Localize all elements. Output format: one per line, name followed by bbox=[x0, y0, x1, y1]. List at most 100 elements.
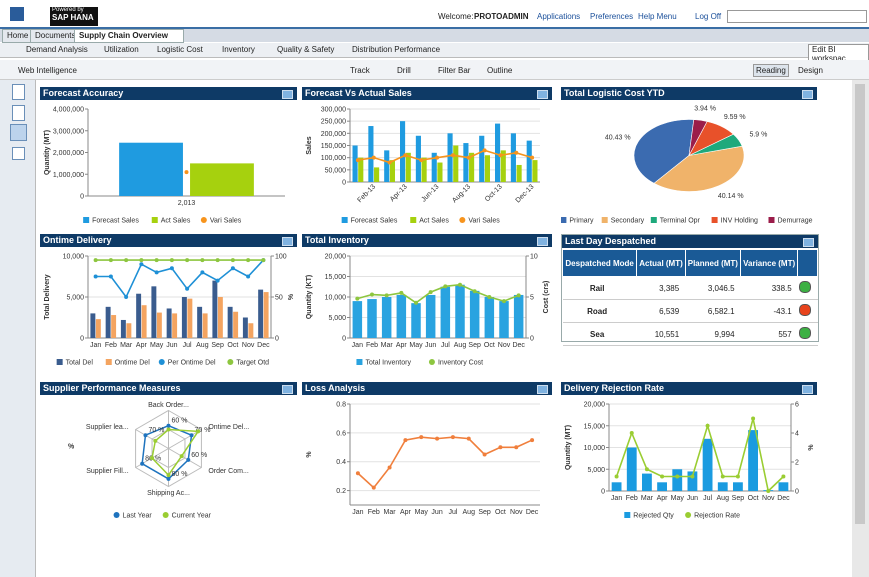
logo-icon bbox=[10, 7, 24, 21]
column-header: Despatched Mode bbox=[561, 249, 638, 277]
table-cell: 3,385 bbox=[636, 276, 686, 300]
point bbox=[93, 258, 98, 263]
scroll-thumb[interactable] bbox=[855, 84, 865, 524]
subtab[interactable]: Demand Analysis bbox=[26, 45, 88, 54]
y-tick-label: 0 bbox=[80, 194, 84, 201]
point bbox=[261, 258, 266, 263]
subtab[interactable]: Logistic Cost bbox=[157, 45, 203, 54]
chart: Back Order... Ontime Del... Order Com... Sh… bbox=[68, 402, 249, 520]
point bbox=[466, 155, 471, 160]
sidebar-icon[interactable] bbox=[12, 105, 25, 121]
panel-header: Last Day Despatched bbox=[562, 235, 818, 248]
x-tick-label: Jun bbox=[687, 495, 698, 502]
table-row: Road 6,539 6,582.1 -43.1 bbox=[562, 299, 818, 323]
panel: Forecast Accuracy 0 1,000,000 2,000,000 3,00… bbox=[40, 87, 297, 230]
x-tick-label: Oct bbox=[484, 342, 495, 349]
point bbox=[93, 274, 98, 279]
top-bar: Powered by SAP HANA Welcome: PROTOADMIN … bbox=[0, 0, 869, 29]
panel-header: Ontime Delivery bbox=[40, 234, 297, 247]
y-tick-label: 0 bbox=[80, 336, 84, 343]
tab[interactable]: Documents bbox=[30, 29, 81, 43]
bar bbox=[212, 280, 218, 338]
y2-tick-label: 0 bbox=[530, 336, 534, 343]
y2-tick-label: 0 bbox=[275, 336, 279, 343]
panel: Total Inventory 0 5,000 10,000 15,000 20,000 0… bbox=[302, 234, 552, 372]
sidebar-icon[interactable] bbox=[10, 124, 27, 141]
point bbox=[154, 258, 159, 263]
subtab[interactable]: Quality & Safety bbox=[277, 45, 335, 54]
link[interactable]: Applications bbox=[537, 12, 581, 21]
legend-label: Secondary bbox=[611, 218, 645, 225]
tool-button[interactable]: Outline bbox=[487, 66, 513, 75]
panel-icon bbox=[803, 238, 814, 247]
bar bbox=[258, 289, 264, 338]
y-tick-label: 5,000 bbox=[587, 467, 605, 474]
bar bbox=[440, 286, 451, 338]
bar bbox=[733, 482, 743, 491]
bar bbox=[172, 313, 178, 338]
point bbox=[487, 295, 492, 299]
bar bbox=[90, 313, 96, 338]
tab-active[interactable]: Supply Chain Overview bbox=[74, 29, 184, 43]
sidebar-icon[interactable] bbox=[12, 147, 25, 160]
y2-tick-label: 2 bbox=[795, 460, 799, 467]
mode-button[interactable]: Reading bbox=[753, 64, 789, 77]
point bbox=[230, 258, 235, 263]
x-tick-label: Jul bbox=[703, 495, 712, 502]
tool-button[interactable]: Track bbox=[350, 66, 370, 75]
legend-label: Total Inventory bbox=[365, 360, 411, 367]
data-label: 40.43 % bbox=[605, 134, 631, 141]
point bbox=[458, 282, 462, 287]
bar bbox=[358, 157, 364, 182]
x-tick-label: Feb bbox=[368, 509, 380, 516]
panel-header: Total Logistic Cost YTD bbox=[561, 87, 817, 100]
scrollbar[interactable] bbox=[852, 80, 869, 577]
tab[interactable]: Home bbox=[2, 29, 34, 43]
mode-button[interactable]: Design bbox=[798, 66, 823, 75]
link[interactable]: Preferences bbox=[590, 12, 634, 21]
y-tick-label: 0.2 bbox=[336, 488, 346, 495]
point bbox=[196, 429, 201, 434]
pie-slice bbox=[633, 119, 695, 184]
table-cell: 6,582.1 bbox=[685, 299, 741, 323]
x-tick-label: Apr-13 bbox=[389, 183, 409, 203]
sidebar-icon[interactable] bbox=[12, 84, 25, 100]
tool-button[interactable]: Filter Bar bbox=[438, 66, 471, 75]
subtab[interactable]: Utilization bbox=[104, 45, 139, 54]
menu[interactable]: Web Intelligence bbox=[18, 66, 77, 75]
user-name: PROTOADMIN bbox=[474, 12, 529, 21]
bar bbox=[611, 482, 622, 491]
x-tick-label: Dec bbox=[526, 509, 539, 516]
bar bbox=[431, 152, 437, 182]
x-tick-label: Oct bbox=[748, 495, 759, 502]
link[interactable]: Help Menu bbox=[638, 12, 677, 21]
bar bbox=[405, 152, 411, 182]
y-tick-label: 1,000,000 bbox=[53, 172, 84, 179]
link[interactable]: Log Off bbox=[695, 12, 722, 21]
bar bbox=[248, 323, 254, 338]
panel-icon bbox=[802, 385, 813, 394]
panel-title: Ontime Delivery bbox=[43, 235, 112, 245]
point bbox=[143, 433, 148, 438]
y-axis-label: Sales bbox=[306, 136, 313, 154]
axis-label: Supplier lea... bbox=[86, 424, 129, 431]
point bbox=[246, 258, 251, 263]
x-tick-label: May bbox=[671, 495, 685, 502]
subtab[interactable]: Inventory bbox=[222, 45, 255, 54]
tool-button[interactable]: Drill bbox=[397, 66, 411, 75]
y2-tick-label: 5 bbox=[530, 295, 534, 302]
panel-icon bbox=[282, 90, 293, 99]
point bbox=[355, 296, 360, 301]
point bbox=[498, 153, 503, 158]
point bbox=[466, 436, 471, 441]
y-tick-label: 0 bbox=[601, 489, 605, 496]
bar bbox=[156, 312, 162, 338]
subtab[interactable]: Distribution Performance bbox=[352, 45, 441, 54]
search-box[interactable] bbox=[727, 10, 867, 23]
pie-slice bbox=[688, 119, 708, 156]
bar bbox=[389, 160, 395, 182]
y-tick-label: 20,000 bbox=[325, 254, 347, 261]
sidebar bbox=[0, 80, 36, 577]
bar bbox=[447, 133, 453, 182]
